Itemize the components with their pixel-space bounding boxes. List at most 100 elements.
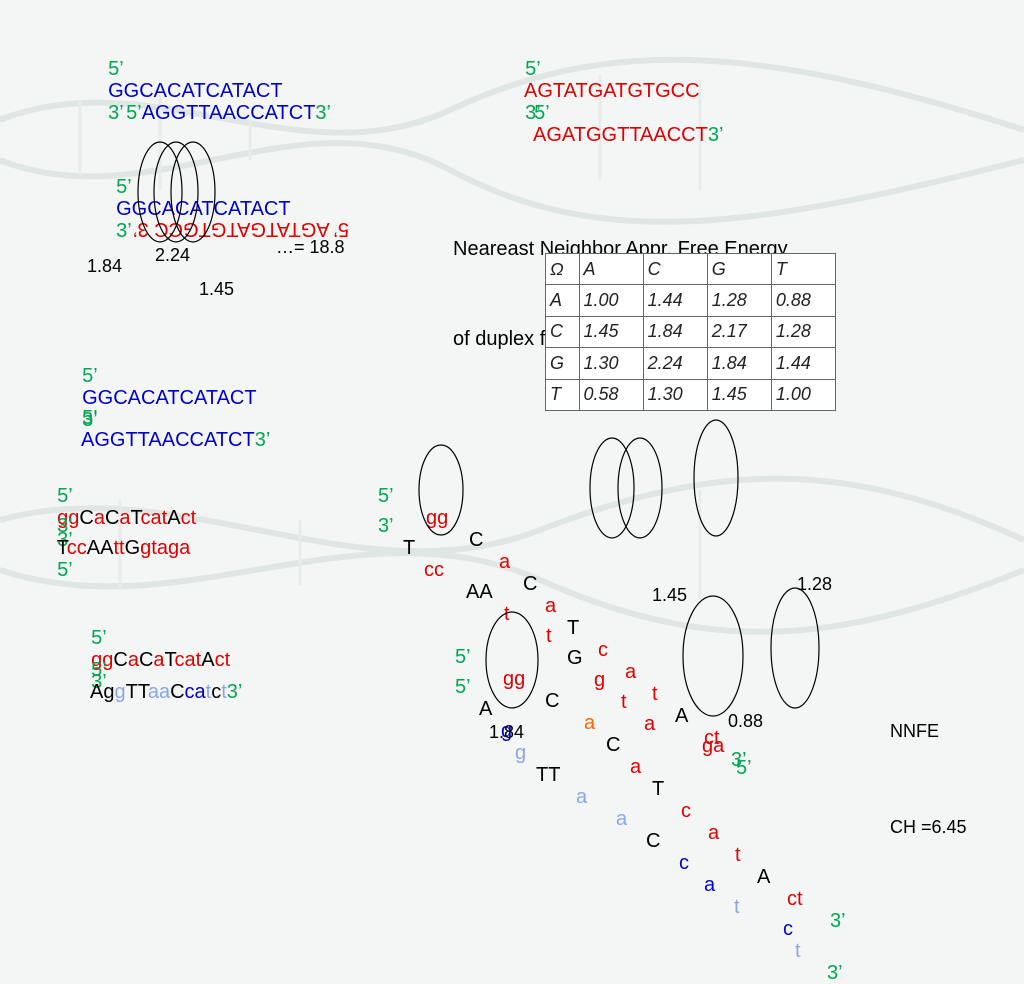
- base-segment: G: [124, 537, 141, 559]
- table-header-row: Ω A C G T: [545, 252, 837, 286]
- prime5-label: 5’: [57, 559, 73, 581]
- duplex-left-line1: 5’ ggCaCaTcatAct 3’: [46, 463, 196, 551]
- prime3-label: 3’: [226, 681, 243, 703]
- prime3-label: 3’: [82, 409, 98, 431]
- base-segment: t: [221, 681, 227, 703]
- base-segment: C: [170, 681, 185, 703]
- example-seq-2-mirrored: 5’ AGTATGATGTGCC 3’: [122, 196, 349, 240]
- base-cc: cc: [424, 559, 444, 581]
- prime5-label: 5’: [82, 407, 98, 429]
- base-T: T: [403, 537, 416, 559]
- base-segment: C: [138, 649, 154, 671]
- base-C: C: [469, 529, 484, 551]
- base-segment: gg: [57, 507, 80, 529]
- base-segment: T: [164, 649, 175, 671]
- table-cell: 2.17: [706, 315, 772, 349]
- table-cell: A: [545, 284, 580, 317]
- base-ct: ct: [704, 727, 720, 749]
- base-A: A: [757, 866, 771, 888]
- prime3-label: 3’: [57, 515, 73, 537]
- mid-seq-2: 5’ AGGTTAACCATCT3’: [71, 385, 270, 451]
- bottom-left-line1: 5’ ggCaCaTcatAct 3’: [80, 605, 230, 693]
- mid-seq-1: 5’ GGCACATCATACT 3’: [71, 343, 257, 431]
- table-row: G 1.30 2.24 1.84 1.44: [545, 347, 837, 380]
- top-left-seq-2: 5’AGGTTAACCATCT3’: [115, 80, 331, 124]
- base-a: a: [644, 713, 656, 735]
- top-right-seq-2: 5’ AGATGGTTAACCT3’: [523, 80, 723, 146]
- base-a: a: [630, 756, 642, 778]
- table-cell: 0.58: [578, 378, 644, 412]
- prime3-label: 3’: [91, 671, 107, 693]
- base-segment: cat: [140, 507, 168, 529]
- table-cell: T: [545, 378, 580, 412]
- sequence: AGATGGTTAACCT: [533, 124, 708, 146]
- prime5-label: 5’: [82, 365, 98, 387]
- base-t: t: [504, 603, 510, 625]
- table-cell: 1.00: [770, 378, 837, 412]
- base-segment: g: [103, 681, 115, 703]
- duplex-right-line2: 3’ T cc AA t t G g t a ga 5’: [0, 493, 1024, 779]
- prime5-label: 5’: [91, 627, 107, 649]
- base-a: a: [625, 661, 637, 683]
- nnfe-line1: NNFE: [890, 721, 939, 741]
- sequence: AGTATGATGTGCC: [524, 80, 700, 102]
- table-row: C 1.45 1.84 2.17 1.28: [545, 315, 837, 349]
- table-header-cell: G: [706, 252, 772, 286]
- prime5-label: 5’: [455, 646, 471, 668]
- table-cell: 0.88: [770, 284, 837, 317]
- table-header-cell: A: [578, 252, 644, 286]
- table-cell: 1.44: [770, 347, 837, 380]
- prime3-label: 3’: [108, 102, 124, 124]
- base-segment: A: [201, 649, 215, 671]
- table-cell: 2.24: [642, 347, 708, 380]
- base-a: a: [616, 808, 628, 830]
- base-c: c: [783, 918, 793, 940]
- base-segment: a: [127, 649, 139, 671]
- prime5-label: 5’: [455, 676, 471, 698]
- base-segment: C: [104, 507, 120, 529]
- colored-sequence: AggTTaaCcatct: [90, 681, 227, 703]
- table-cell: 1.45: [578, 315, 644, 349]
- base-segment: C: [113, 649, 128, 671]
- table-row: T 0.58 1.30 1.45 1.00: [545, 378, 837, 412]
- base-AA: AA: [466, 581, 493, 603]
- table-cell: 1.84: [642, 315, 708, 349]
- prime5-label: 5’: [736, 757, 752, 779]
- sequence: GGCACATCATACT: [108, 80, 283, 102]
- table-cell: 1.30: [642, 378, 708, 412]
- value-1-84: 1.84: [87, 256, 123, 276]
- table-cell: 1.44: [642, 284, 708, 317]
- table-cell: G: [545, 347, 580, 380]
- base-A: A: [675, 705, 689, 727]
- top-right-seq-1: 5’ AGTATGATGTGCC 3’: [514, 36, 700, 124]
- prime3-label: 3’: [315, 102, 331, 124]
- base-T: T: [652, 778, 665, 800]
- base-segment: ct: [180, 507, 197, 529]
- prime3-label: 3’: [707, 124, 724, 146]
- table-cell: 1.84: [706, 347, 772, 380]
- base-segment: g: [114, 681, 126, 703]
- prime3-label: 3’: [827, 962, 843, 984]
- base-c: c: [681, 800, 691, 822]
- base-a: a: [704, 874, 716, 896]
- prime5-label: 5’: [525, 58, 541, 80]
- prime3-label: 3’: [731, 749, 747, 771]
- table-header-cell: Ω: [545, 252, 580, 286]
- table-cell: 1.45: [706, 378, 772, 412]
- table-cell: 1.28: [770, 315, 837, 349]
- value-1-28-bottom: 1.28: [797, 574, 833, 594]
- omega-free-energy-table: Ω A C G T A 1.00 1.44 1.28 0.88 C 1.45 1…: [545, 252, 837, 412]
- prime5-label: 5’: [108, 58, 124, 80]
- base-t: t: [795, 940, 801, 962]
- sequence: GGCACATCATACT: [82, 387, 257, 409]
- base-segment: TT: [125, 681, 148, 703]
- table-header-cell: T: [770, 252, 837, 286]
- base-t: t: [735, 844, 741, 866]
- base-t: t: [621, 691, 627, 713]
- base-segment: ca: [184, 681, 206, 703]
- base-segment: AA: [86, 537, 114, 559]
- base-segment: gg: [91, 649, 114, 671]
- base-a: a: [708, 822, 720, 844]
- prime3-label: 3’: [378, 515, 394, 537]
- prime5-label: 5’: [534, 102, 550, 124]
